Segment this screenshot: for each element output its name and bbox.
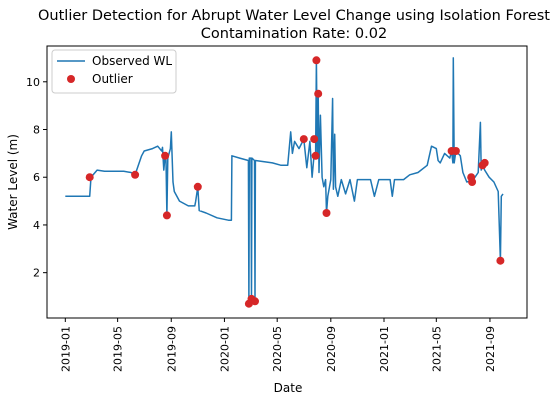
x-tick-label: 2021-09 — [484, 326, 497, 372]
outlier-point — [85, 173, 94, 182]
outlier-point — [314, 89, 323, 98]
outlier-point — [161, 151, 170, 160]
outlier-point — [299, 135, 308, 144]
y-tick-label: 6 — [33, 171, 40, 184]
y-axis-label: Water Level (m) — [6, 134, 20, 230]
outlier-point — [162, 211, 171, 220]
x-axis-label: Date — [274, 381, 303, 395]
x-tick-label: 2020-01 — [218, 326, 231, 372]
outlier-point — [311, 151, 320, 160]
chart-title-line2: Contamination Rate: 0.02 — [201, 26, 387, 42]
x-tick-label: 2021-01 — [378, 326, 391, 372]
legend: Observed WL Outlier — [51, 49, 177, 94]
outlier-point — [480, 158, 489, 167]
x-tick-label: 2019-01 — [59, 326, 72, 372]
legend-outlier-swatch — [67, 75, 75, 83]
y-tick-label: 8 — [33, 124, 40, 137]
x-tick-label: 2020-05 — [271, 326, 284, 372]
observed-wl-line — [65, 57, 504, 305]
plot-frame — [46, 45, 528, 319]
x-tick-label: 2021-05 — [430, 326, 443, 372]
legend-label-observed: Observed WL — [92, 54, 172, 68]
x-tick-label: 2019-09 — [165, 326, 178, 372]
y-tick-label: 2 — [33, 267, 40, 280]
chart-title-line1: Outlier Detection for Abrupt Water Level… — [38, 8, 550, 24]
outlier-point — [322, 209, 331, 217]
outlier-point — [131, 170, 140, 179]
outlier-point — [312, 56, 321, 65]
y-tick-label: 4 — [33, 219, 40, 232]
x-tick-label: 2019-05 — [112, 326, 125, 372]
outlier-point — [310, 135, 319, 144]
outlier-point — [451, 147, 460, 155]
plot-marks — [65, 56, 505, 308]
y-tick-label: 10 — [26, 76, 40, 89]
outlier-point — [251, 297, 259, 306]
outlier-point — [468, 178, 477, 186]
outlier-point — [496, 256, 505, 265]
outlier-point — [193, 182, 202, 191]
y-axis-ticks: 2 4 6 8 10 — [26, 76, 47, 280]
x-tick-label: 2020-09 — [325, 326, 338, 372]
x-axis-ticks: 2019-01 2019-05 2019-09 2020-01 2020-05 2020-… — [59, 318, 497, 372]
legend-label-outlier: Outlier — [92, 72, 133, 86]
